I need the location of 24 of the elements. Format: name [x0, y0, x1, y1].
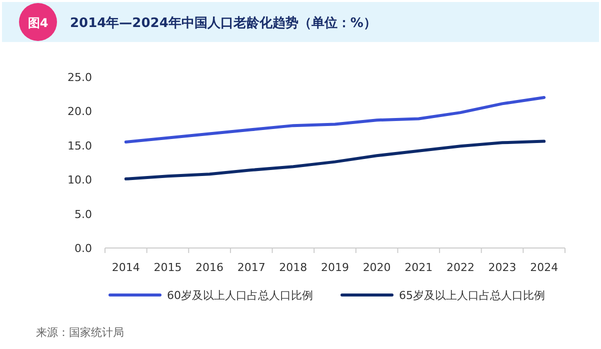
y-tick-label: 5.0 — [74, 208, 92, 221]
line-series — [124, 140, 546, 180]
legend-label: 65岁及以上人口占总人口比例 — [399, 289, 545, 302]
y-tick-label: 15.0 — [68, 139, 92, 152]
x-tick-label: 2021 — [404, 261, 433, 274]
y-tick-label: 0.0 — [74, 242, 92, 255]
x-tick-label: 2015 — [154, 261, 182, 274]
legend-label: 60岁及以上人口占总人口比例 — [167, 289, 313, 302]
x-tick-label: 2014 — [112, 261, 140, 274]
source-note: 来源：国家统计局 — [36, 326, 124, 339]
x-tick-label: 2019 — [321, 261, 349, 274]
x-tick-label: 2017 — [237, 261, 266, 274]
x-tick-label: 2020 — [362, 261, 391, 274]
x-tick-label: 2022 — [446, 261, 474, 274]
x-tick-label: 2023 — [488, 261, 516, 274]
chart-title: 2014年—2024年中国人口老龄化趋势（单位：%） — [70, 15, 376, 31]
x-tick-label: 2018 — [279, 261, 308, 274]
y-tick-label: 20.0 — [68, 105, 92, 118]
y-tick-label: 10.0 — [68, 174, 92, 187]
line-series — [124, 96, 546, 144]
y-tick-label: 25.0 — [68, 71, 92, 84]
caption: 图4 — [28, 16, 48, 30]
x-tick-label: 2016 — [196, 261, 224, 274]
x-tick-label: 2024 — [530, 261, 558, 274]
